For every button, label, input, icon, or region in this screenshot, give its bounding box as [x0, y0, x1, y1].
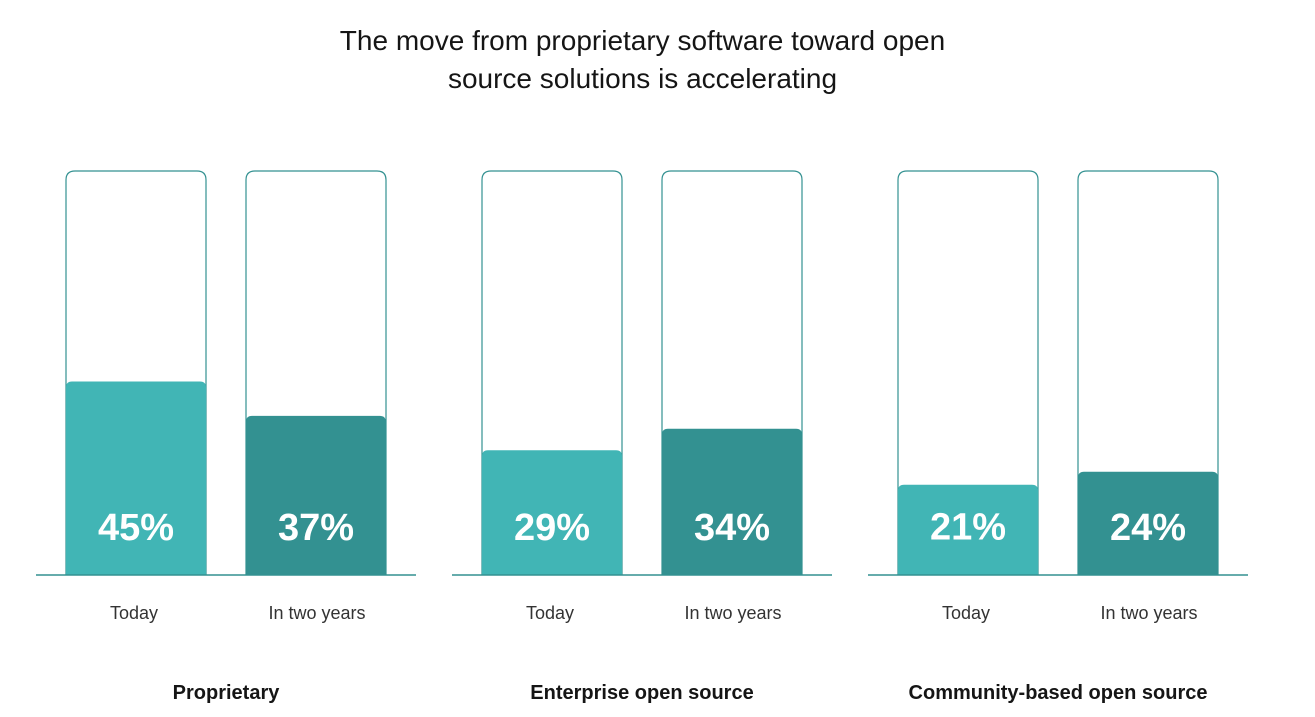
bar-value-label: 37%: [278, 507, 354, 549]
bar-value-label: 45%: [98, 507, 174, 549]
bar-outline: [481, 170, 623, 575]
x-tick-label: In two years: [268, 603, 365, 623]
bar: [662, 428, 802, 575]
bar-outline: [245, 170, 387, 575]
bar-value-label: 21%: [930, 507, 1006, 549]
bar-outline: [65, 170, 207, 575]
bar-value-label: 29%: [514, 507, 590, 549]
bar: [1078, 471, 1218, 575]
bar: [246, 415, 386, 575]
group-label: Proprietary: [173, 682, 281, 704]
chart-title-line-2: source solutions is accelerating: [447, 63, 838, 94]
chart-title: The move from proprietary software towar…: [0, 22, 1285, 98]
bar: [898, 484, 1038, 575]
bar: [482, 450, 622, 575]
bar: [66, 381, 206, 575]
bar-outline: [661, 170, 803, 575]
x-tick-label: Today: [110, 603, 158, 623]
chart-title-line-1: The move from proprietary software towar…: [339, 25, 946, 56]
x-tick-label: In two years: [684, 603, 781, 623]
group-label: Community-based open source: [909, 682, 1208, 704]
x-tick-label: Today: [942, 603, 990, 623]
group-label: Enterprise open source: [530, 682, 753, 704]
bar-value-label: 34%: [694, 507, 770, 549]
bar-value-label: 24%: [1110, 507, 1186, 549]
x-tick-label: Today: [526, 603, 574, 623]
bar-outline: [897, 170, 1039, 575]
x-tick-label: In two years: [1100, 603, 1197, 623]
bar-outline: [1077, 170, 1219, 575]
